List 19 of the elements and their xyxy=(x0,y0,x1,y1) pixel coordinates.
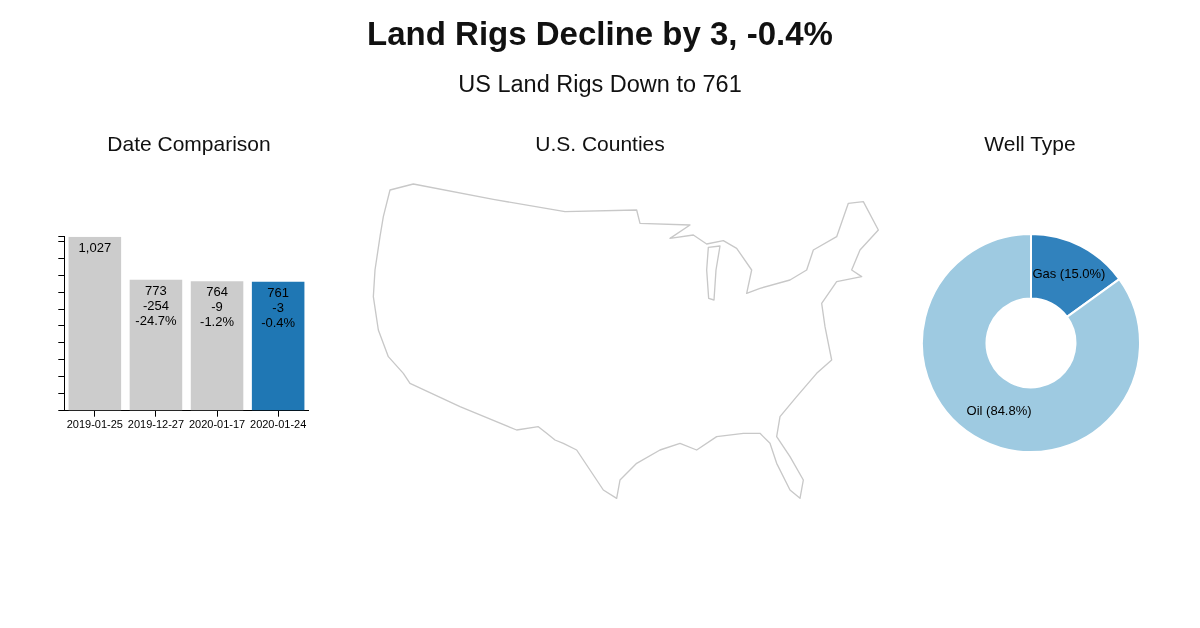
bar xyxy=(68,236,122,411)
data-label: 761 -3 -0.4% xyxy=(261,284,296,330)
slice-label: Oil (84.8%) xyxy=(966,402,1032,418)
chart-title: Date Comparison xyxy=(106,131,272,157)
text: Land Rigs Decline by 3, -0.4% xyxy=(366,14,834,54)
data-label: 764 -9 -1.2% xyxy=(200,284,235,330)
data-label: 773 -254 -24.7% xyxy=(135,282,177,328)
chart-title: Well Type xyxy=(983,131,1077,157)
x-tick-label: 2020-01-24 xyxy=(250,418,307,431)
bar xyxy=(190,281,244,411)
slice-label: Gas (15.0%) xyxy=(1032,266,1106,282)
x-tick-label: 2020-01-17 xyxy=(188,418,246,431)
x-tick-label: 2019-12-27 xyxy=(127,418,185,431)
text: US Land Rigs Down to 761 xyxy=(457,70,743,99)
text: U.S. Counties xyxy=(534,131,666,157)
data-label: 1,027 xyxy=(78,239,112,255)
bar xyxy=(129,279,183,411)
bar xyxy=(251,281,305,411)
x-tick-label: 2019-01-25 xyxy=(66,418,123,431)
